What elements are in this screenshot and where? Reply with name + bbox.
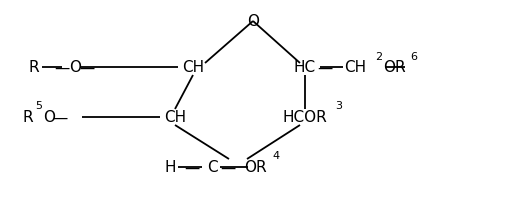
Text: —: — [220,160,236,175]
Text: 3: 3 [335,101,342,110]
Text: O: O [43,110,55,125]
Text: 2: 2 [375,52,382,62]
Text: 5: 5 [35,101,42,110]
Text: 6: 6 [410,52,417,62]
Text: —: — [79,60,94,75]
Text: CH: CH [344,60,366,75]
Text: O: O [247,14,259,29]
Text: —: — [317,60,333,75]
Text: R: R [28,60,38,75]
Text: H: H [164,160,176,175]
Text: HCOR: HCOR [283,110,327,125]
Text: R: R [22,110,33,125]
Text: C: C [207,160,217,175]
Text: OR: OR [244,160,266,175]
Text: CH: CH [164,110,186,125]
Text: 4: 4 [272,150,279,160]
Text: —: — [184,160,199,175]
Text: OR: OR [383,60,406,75]
Text: —: — [53,110,68,125]
Text: CH: CH [182,60,204,75]
Text: HC: HC [294,60,316,75]
Text: O: O [69,60,81,75]
Text: —: — [55,60,70,75]
